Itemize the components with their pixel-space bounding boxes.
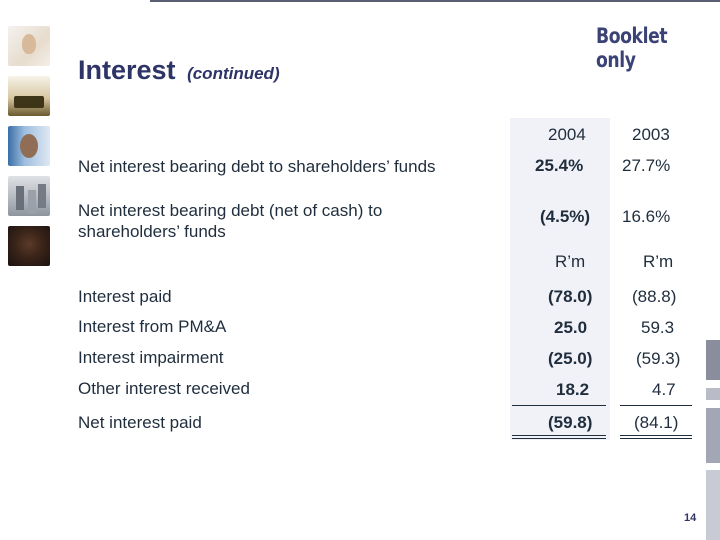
thumbnail-strip — [8, 26, 54, 276]
row-label-interest-pma: Interest from PM&A — [78, 317, 227, 336]
ratio-2-2003: 16.6% — [622, 207, 671, 226]
row-interest-pma-2003: 59.3 — [641, 318, 675, 337]
thumbnail-hair-image — [8, 126, 50, 166]
ratio-1-2004: 25.4% — [535, 156, 584, 175]
page-title: Interest (continued) — [78, 55, 280, 86]
edge-bar-3 — [706, 408, 720, 463]
header-2003: 2003 — [632, 125, 670, 144]
subtotal-rule-2004 — [512, 405, 606, 406]
ratio-2-2004: (4.5%) — [540, 207, 591, 226]
thumbnail-woman-image — [8, 26, 50, 66]
current-year-column-shade — [510, 118, 610, 440]
page-title-main: Interest — [78, 55, 176, 85]
ratio-1-2003: 27.7% — [622, 156, 671, 175]
page-title-sub: (continued) — [187, 64, 280, 83]
subtotal-rule-2003 — [620, 405, 692, 406]
top-border — [0, 0, 720, 18]
ratio-label-2: Net interest bearing debt (net of cash) … — [78, 201, 383, 241]
row-net-interest-paid-2004: (59.8) — [548, 413, 593, 432]
thumbnail-bottles-image — [8, 176, 50, 216]
thumbnail-face-image — [8, 226, 50, 266]
row-label-interest-paid: Interest paid — [78, 287, 172, 306]
page-number: 14 — [684, 512, 697, 524]
row-interest-pma-2004: 25.0 — [554, 318, 588, 337]
row-interest-paid-2004: (78.0) — [548, 287, 593, 306]
edge-bar-2 — [706, 388, 720, 400]
header-2004: 2004 — [548, 125, 586, 144]
booklet-only-badge: Booklet only — [596, 24, 668, 72]
total-rule-2004 — [512, 435, 606, 439]
row-net-interest-paid-2003: (84.1) — [634, 413, 679, 432]
row-interest-paid-2003: (88.8) — [632, 287, 677, 306]
row-label-other-interest: Other interest received — [78, 379, 250, 398]
unit-2004: R’m — [555, 252, 586, 271]
row-other-interest-2004: 18.2 — [556, 380, 590, 399]
edge-bar-4 — [706, 470, 720, 540]
thumbnail-products-image — [8, 76, 50, 116]
top-border-accent — [150, 0, 720, 14]
total-rule-2003 — [620, 435, 692, 439]
edge-bar-1 — [706, 340, 720, 380]
row-label-interest-impairment: Interest impairment — [78, 348, 224, 367]
unit-2003: R’m — [643, 252, 674, 271]
row-interest-impairment-2003: (59.3) — [636, 349, 681, 368]
row-other-interest-2003: 4.7 — [652, 380, 676, 399]
ratio-label-1: Net interest bearing debt to shareholder… — [78, 157, 436, 176]
row-interest-impairment-2004: (25.0) — [548, 349, 593, 368]
row-label-net-interest-paid: Net interest paid — [78, 413, 202, 432]
